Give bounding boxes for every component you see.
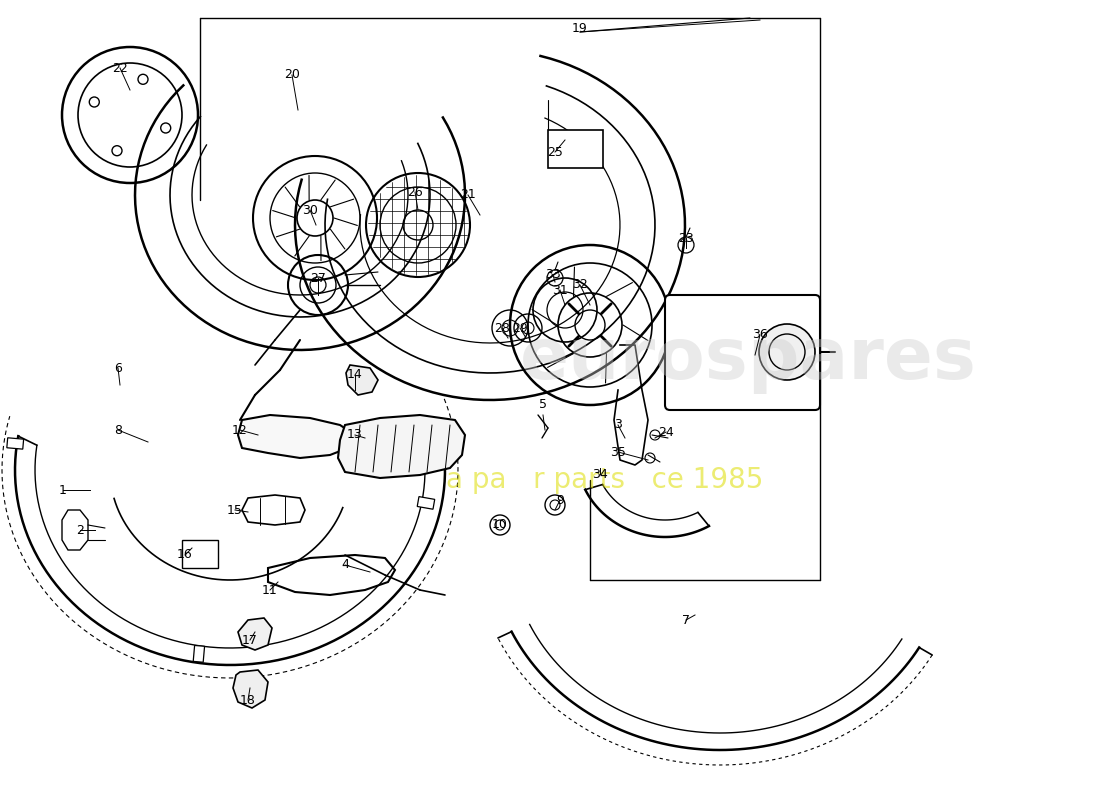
Text: 25: 25 — [547, 146, 563, 158]
Text: 26: 26 — [407, 186, 422, 198]
Bar — [7, 438, 23, 449]
Text: 35: 35 — [610, 446, 626, 458]
Text: 10: 10 — [492, 518, 508, 531]
Text: 2: 2 — [76, 523, 84, 537]
Text: 31: 31 — [552, 283, 568, 297]
Text: 28: 28 — [494, 322, 510, 334]
Text: 7: 7 — [682, 614, 690, 626]
Polygon shape — [338, 415, 465, 478]
Bar — [194, 646, 205, 662]
Polygon shape — [233, 670, 268, 708]
Text: 11: 11 — [262, 583, 278, 597]
Text: 6: 6 — [114, 362, 122, 374]
Text: 3: 3 — [614, 418, 622, 431]
Text: 23: 23 — [678, 231, 694, 245]
Text: 19: 19 — [572, 22, 587, 34]
Text: 8: 8 — [114, 423, 122, 437]
Polygon shape — [238, 415, 355, 458]
Text: 13: 13 — [348, 429, 363, 442]
Text: 34: 34 — [592, 467, 608, 481]
Text: eurospares: eurospares — [519, 326, 977, 394]
Text: 18: 18 — [240, 694, 256, 706]
Text: 5: 5 — [539, 398, 547, 411]
Text: 30: 30 — [302, 203, 318, 217]
Bar — [548, 130, 603, 168]
Polygon shape — [346, 365, 378, 395]
FancyBboxPatch shape — [666, 295, 820, 410]
Text: 33: 33 — [546, 269, 561, 282]
Text: 36: 36 — [752, 329, 768, 342]
Text: 14: 14 — [348, 369, 363, 382]
Text: 27: 27 — [310, 271, 326, 285]
Text: 9: 9 — [557, 494, 564, 506]
Text: 17: 17 — [242, 634, 257, 646]
Bar — [182, 540, 218, 568]
Text: 15: 15 — [227, 503, 243, 517]
Text: a pa   r parts   ce 1985: a pa r parts ce 1985 — [447, 466, 763, 494]
Text: 24: 24 — [658, 426, 674, 438]
Text: 21: 21 — [460, 189, 476, 202]
Polygon shape — [238, 618, 272, 650]
Bar — [417, 497, 434, 510]
Text: 20: 20 — [284, 69, 300, 82]
Text: 29: 29 — [513, 322, 528, 334]
Circle shape — [759, 324, 815, 380]
Text: 22: 22 — [112, 62, 128, 74]
Text: 4: 4 — [341, 558, 349, 571]
Text: 1: 1 — [59, 483, 67, 497]
Text: 32: 32 — [572, 278, 587, 291]
Text: 16: 16 — [177, 549, 192, 562]
Text: 12: 12 — [232, 423, 248, 437]
